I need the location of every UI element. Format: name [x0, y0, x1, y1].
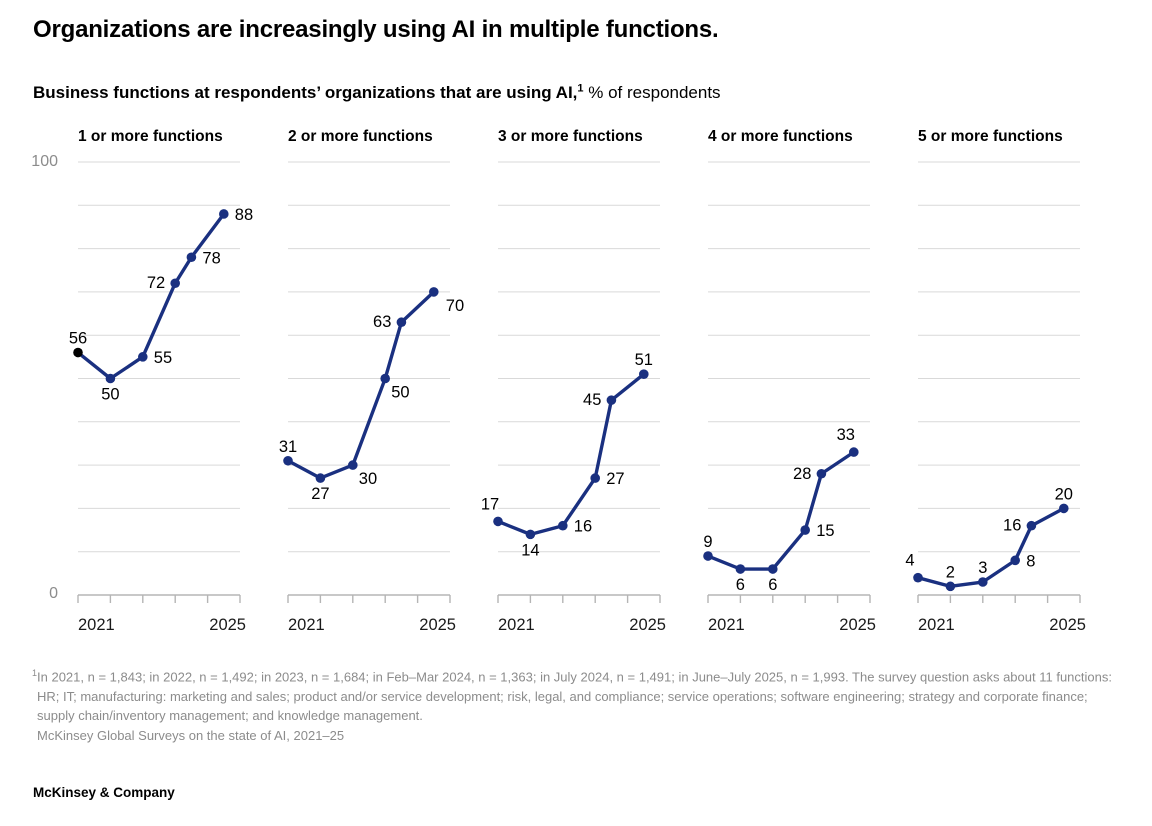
data-point	[138, 352, 148, 362]
data-label: 27	[311, 485, 329, 503]
data-point	[1010, 555, 1020, 566]
series-line	[497, 372, 645, 537]
series-line	[707, 450, 855, 571]
chart-panel: 31 27 30 50 63 70	[279, 161, 464, 603]
data-label: 28	[793, 465, 811, 483]
page-title: Organizations are increasingly using AI …	[33, 16, 719, 43]
x-axis-end-label: 2025	[419, 616, 456, 634]
footnote: 1In 2021, n = 1,843; in 2022, n = 1,492;…	[32, 664, 1122, 745]
data-point	[493, 516, 503, 527]
panel-title-1-or-more: 1 or more functions	[78, 128, 223, 145]
data-point	[396, 317, 407, 328]
data-label: 72	[147, 274, 165, 292]
data-label: 70	[446, 297, 464, 315]
data-point	[945, 581, 956, 592]
y-axis-max-label: 100	[31, 153, 58, 170]
data-point	[283, 455, 293, 466]
x-axis-start-label: 2021	[918, 616, 955, 634]
panel-title-4-or-more: 4 or more functions	[708, 128, 853, 145]
data-point	[768, 564, 778, 574]
data-label: 6	[768, 576, 777, 594]
data-label: 30	[359, 470, 377, 488]
data-point	[315, 473, 326, 483]
data-label: 45	[583, 391, 601, 409]
data-point	[1026, 520, 1037, 531]
panel-title-3-or-more: 3 or more functions	[498, 128, 643, 145]
subtitle-bold-text: Business functions at respondents’ organ…	[33, 83, 578, 102]
data-label: 31	[279, 438, 297, 456]
data-point	[73, 347, 83, 358]
data-point	[170, 278, 180, 289]
panel-title-5-or-more: 5 or more functions	[918, 128, 1063, 145]
x-axis-end-label: 2025	[839, 616, 876, 634]
chart-subtitle: Business functions at respondents’ organ…	[33, 83, 721, 103]
data-point	[1059, 503, 1069, 514]
footnote-body: In 2021, n = 1,843; in 2022, n = 1,492; …	[37, 669, 1112, 724]
chart-panel: 4 2 3 8 16 20	[905, 161, 1081, 603]
data-point	[186, 252, 197, 263]
data-label: 51	[635, 351, 653, 369]
chart-panel: 9 6 6 15 28 33	[703, 161, 871, 603]
data-point	[800, 525, 810, 535]
data-point	[735, 564, 746, 574]
data-label: 16	[574, 518, 592, 536]
x-axis-start-label: 2021	[498, 616, 535, 634]
data-point	[978, 577, 988, 587]
y-axis-min-label: 0	[49, 585, 58, 602]
data-point	[429, 287, 439, 297]
data-label: 27	[606, 470, 624, 488]
chart-panel: 17 14 16 27 45 51	[481, 161, 661, 603]
footnote-source: McKinsey Global Surveys on the state of …	[37, 727, 345, 743]
mckinsey-wordmark: McKinsey & Company	[33, 785, 175, 800]
x-axis-end-label: 2025	[629, 616, 666, 634]
series-line	[917, 506, 1065, 589]
data-label: 9	[703, 533, 712, 551]
subtitle-footnote-marker: 1	[577, 82, 584, 95]
data-label: 15	[816, 522, 834, 540]
data-point	[348, 460, 358, 470]
series-line	[287, 290, 435, 480]
data-point	[606, 395, 617, 405]
data-label: 20	[1055, 485, 1073, 503]
x-axis-start-label: 2021	[78, 616, 115, 634]
x-axis-start-label: 2021	[288, 616, 325, 634]
data-point	[590, 473, 600, 483]
data-point	[913, 572, 923, 583]
chart-plot: 56 50 55 72 78 88 31 27 30 50 63 70 17 14 16 27 45 51 9 6 6 1…	[69, 161, 1081, 603]
data-label: 78	[202, 249, 220, 267]
data-label: 63	[373, 313, 391, 331]
data-point	[105, 373, 116, 384]
data-point	[380, 373, 391, 384]
data-point	[849, 447, 859, 457]
data-label: 17	[481, 495, 499, 513]
data-point	[816, 468, 827, 479]
x-axis-end-label: 2025	[1049, 616, 1086, 634]
footnote-marker: 1	[32, 668, 38, 678]
data-label: 88	[235, 206, 253, 224]
data-point	[703, 551, 713, 561]
panel-title-2-or-more: 2 or more functions	[288, 128, 433, 145]
data-point	[525, 529, 536, 540]
data-point	[639, 369, 649, 379]
data-label: 2	[946, 563, 955, 581]
data-point	[558, 520, 568, 531]
data-label: 8	[1026, 552, 1035, 570]
data-label: 14	[521, 541, 539, 559]
data-label: 4	[905, 552, 914, 570]
subtitle-unit-text: % of respondents	[583, 83, 721, 102]
x-axis-start-label: 2021	[708, 616, 745, 634]
data-point	[219, 209, 229, 219]
data-label: 55	[154, 349, 172, 367]
data-label: 50	[391, 384, 409, 402]
data-label: 3	[978, 559, 987, 577]
data-label: 16	[1003, 517, 1021, 535]
x-axis-end-label: 2025	[209, 616, 246, 634]
data-label: 6	[736, 576, 745, 594]
chart-panel: 56 50 55 72 78 88	[69, 161, 253, 603]
footnote-text: 1In 2021, n = 1,843; in 2022, n = 1,492;…	[32, 664, 1122, 726]
data-label: 33	[837, 426, 855, 444]
series-line	[76, 212, 226, 381]
data-label: 56	[69, 330, 87, 348]
data-label: 50	[101, 386, 119, 404]
